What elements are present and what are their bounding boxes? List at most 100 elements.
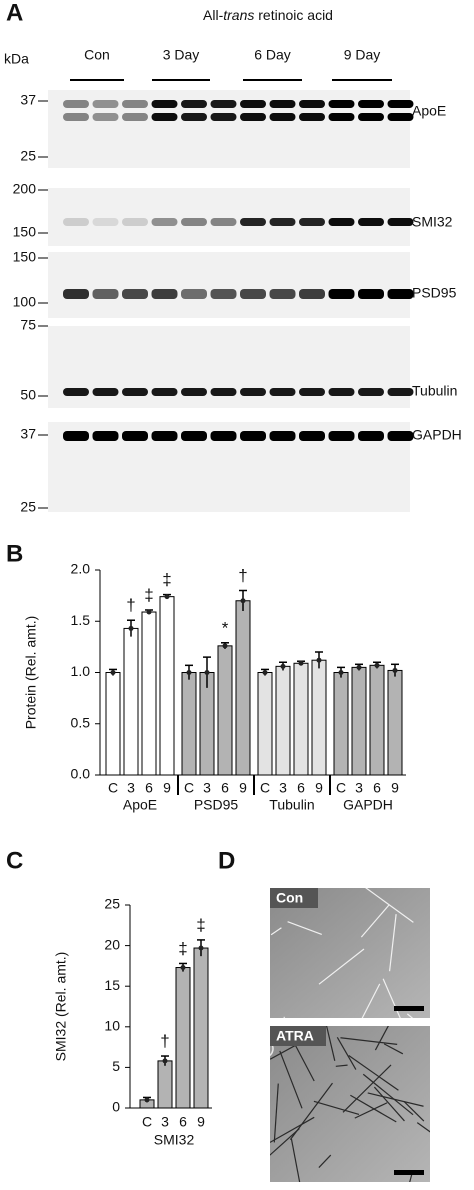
blot-band: [240, 218, 266, 226]
mean-dot: [162, 1058, 168, 1064]
blot-band: [151, 218, 178, 226]
blot-band: [63, 431, 89, 441]
x-tick-label: 6: [145, 780, 153, 796]
neurite: [348, 1055, 399, 1091]
panel-label: A: [6, 0, 23, 26]
mean-dot: [374, 662, 380, 668]
x-tick-label: 9: [315, 780, 323, 796]
blot-band: [92, 431, 119, 441]
x-tick-label: C: [336, 780, 346, 796]
significance: ‡: [144, 585, 153, 604]
kda-label: kDa: [4, 51, 29, 67]
blot-band: [240, 113, 266, 121]
group-label: SMI32: [154, 1132, 195, 1148]
y-tick-label: 15: [104, 977, 120, 993]
blot-band: [181, 289, 207, 299]
neurite: [367, 1092, 424, 1107]
mean-dot: [144, 1097, 150, 1103]
neurite: [292, 1039, 315, 1082]
neurite: [388, 914, 397, 972]
marker-label: 100: [13, 294, 37, 310]
blot-band: [387, 100, 414, 108]
x-tick-label: C: [184, 780, 194, 796]
neurite: [382, 978, 401, 1018]
neurite: [373, 1086, 405, 1122]
x-tick-label: 6: [179, 1114, 187, 1130]
mean-dot: [198, 945, 204, 951]
neurite: [336, 1037, 357, 1070]
blot-band: [299, 388, 325, 396]
label-box: [270, 1026, 326, 1046]
bar: [157, 1060, 173, 1109]
neurite: [416, 1122, 430, 1133]
blot-band: [92, 289, 119, 299]
blot-label: Tubulin: [412, 383, 457, 399]
blot-band: [63, 289, 89, 299]
blot-band: [181, 218, 207, 226]
bar: [193, 947, 209, 1109]
mean-dot: [392, 667, 398, 673]
blot-band: [63, 100, 89, 108]
blot-band: [299, 218, 325, 226]
blot-label: PSD95: [412, 285, 457, 301]
neurite: [340, 1037, 398, 1045]
bar: [105, 672, 121, 776]
blot-band: [269, 289, 296, 299]
blot-band: [181, 431, 207, 441]
neurite: [342, 1064, 392, 1113]
blot-band: [299, 431, 325, 441]
bar: [235, 600, 251, 776]
marker-label: 150: [13, 224, 37, 240]
blot-band: [358, 289, 384, 299]
panel-a: A All-trans retinoic acid kDa Con 3 Day 6 …: [4, 0, 462, 515]
neurite: [350, 1094, 397, 1123]
x-tick-label: 9: [197, 1114, 205, 1130]
neurite: [273, 1083, 279, 1143]
x-tick-label: 3: [355, 780, 363, 796]
blot-band: [181, 100, 207, 108]
blot-band: [240, 100, 266, 108]
blot-band: [181, 388, 207, 396]
group-label: Con: [84, 47, 110, 63]
panel-label: D: [218, 847, 235, 874]
mean-dot: [128, 625, 134, 631]
blot-band: [387, 388, 414, 396]
blot-band: [122, 388, 148, 396]
cell: [105, 1038, 143, 1076]
mean-dot: [164, 594, 170, 600]
blot-band: [210, 100, 237, 108]
blot-band: [240, 388, 266, 396]
x-tick-label: C: [142, 1114, 152, 1130]
significance: *: [222, 618, 229, 637]
blot-band: [358, 388, 384, 396]
mean-dot: [338, 670, 344, 675]
y-tick-label: 0.5: [71, 714, 91, 730]
cell: [150, 870, 216, 922]
blot-band: [299, 100, 325, 108]
blot-band: [328, 431, 355, 441]
significance: †: [160, 1032, 169, 1051]
scale-bar: [394, 1170, 424, 1175]
label-box: [270, 888, 318, 908]
blot-band: [122, 218, 148, 226]
bar: [351, 666, 367, 776]
neurite: [362, 1073, 414, 1116]
neurite: [318, 948, 365, 985]
y-tick-label: 20: [104, 936, 120, 952]
marker-label: 200: [13, 181, 37, 197]
blot-band: [328, 113, 355, 121]
blot-band: [240, 431, 266, 441]
blot-band: [387, 218, 414, 226]
mean-dot: [298, 660, 304, 666]
bar: [333, 672, 349, 776]
x-tick-label: 3: [279, 780, 287, 796]
title-part: All-: [203, 7, 224, 23]
blot-band: [92, 218, 119, 226]
x-tick-label: C: [260, 780, 270, 796]
blot-band: [210, 289, 237, 299]
x-tick-label: 9: [391, 780, 399, 796]
cell: [54, 885, 90, 922]
significance: ‡: [178, 939, 187, 958]
bar: [275, 665, 291, 776]
title-part: retinoic acid: [254, 7, 333, 23]
